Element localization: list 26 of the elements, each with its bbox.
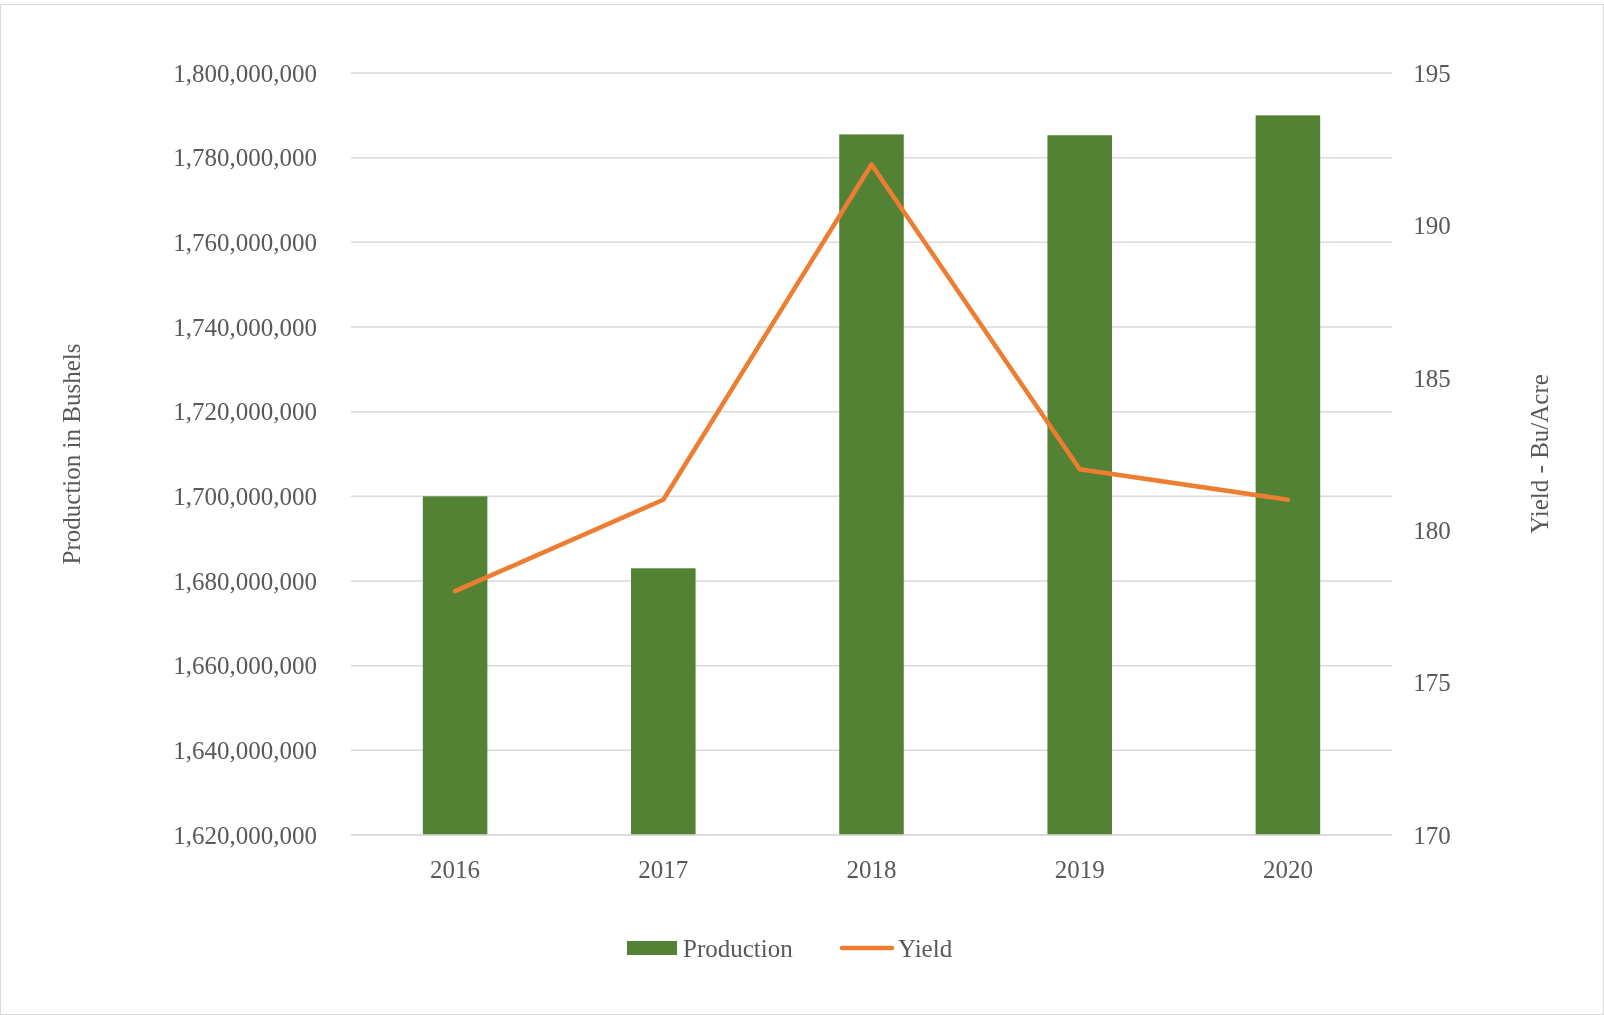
legend-label: Production	[683, 934, 794, 962]
x-tick-label: 2018	[846, 856, 897, 883]
x-tick-label: 2016	[430, 856, 481, 883]
y-tick-label: 1,720,000,000	[173, 398, 317, 426]
x-tick-label: 2020	[1262, 856, 1313, 883]
y2-tick-label: 170	[1413, 821, 1451, 849]
y-tick-label: 1,640,000,000	[173, 737, 317, 765]
line-series	[452, 162, 1291, 594]
y-tick-label: 1,800,000,000	[173, 59, 317, 87]
y-tick-label: 1,660,000,000	[173, 652, 317, 680]
legend-label: Yield	[898, 934, 953, 962]
y-tick-label: 1,700,000,000	[173, 483, 317, 511]
y2-tick-label: 190	[1413, 212, 1451, 240]
y-axis-title: Production in Bushels	[58, 343, 85, 565]
y-tick-label: 1,620,000,000	[173, 821, 317, 849]
y2-tick-label: 180	[1413, 516, 1451, 544]
y-tick-label: 1,680,000,000	[173, 567, 317, 595]
y2-tick-label: 195	[1413, 59, 1451, 87]
y2-tick-label: 185	[1413, 364, 1451, 392]
y-tick-label: 1,760,000,000	[173, 229, 317, 257]
y-tick-label: 1,740,000,000	[173, 313, 317, 341]
x-tick-label: 2019	[1054, 856, 1105, 883]
x-tick-label: 2017	[638, 856, 689, 883]
y-tick-label: 1,780,000,000	[173, 144, 317, 172]
y2-axis-title: Yield - Bu/Acre	[1526, 374, 1553, 534]
y2-tick-label: 175	[1413, 669, 1451, 697]
